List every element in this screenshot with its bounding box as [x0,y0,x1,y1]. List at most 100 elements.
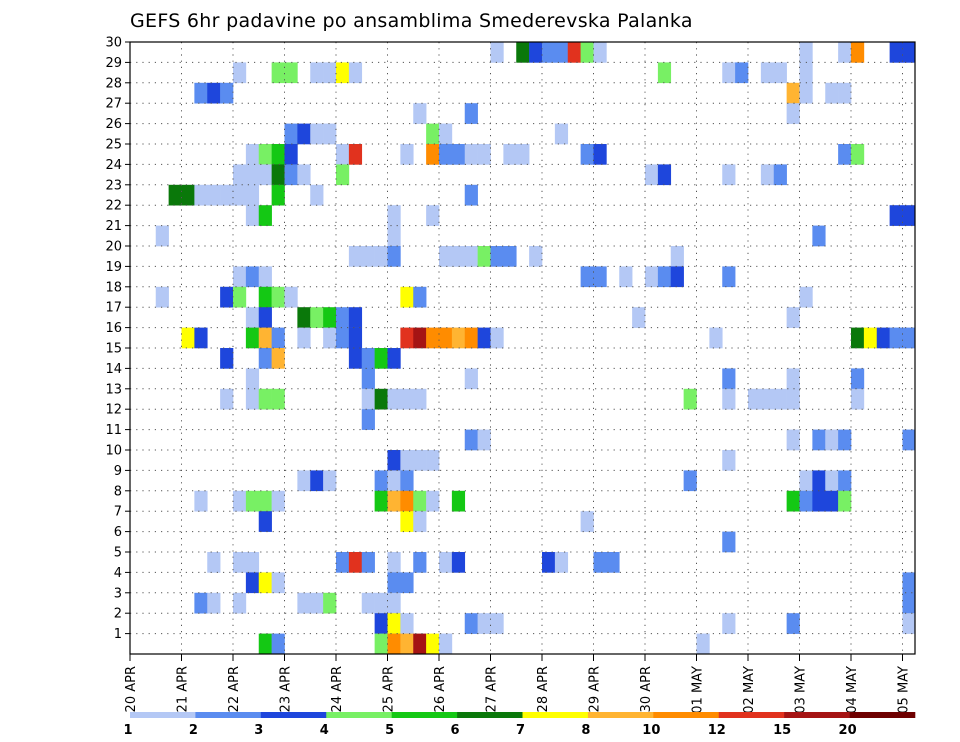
heatmap-cell [464,246,478,267]
heatmap-cell [451,552,466,573]
heatmap-cell [271,572,285,594]
heatmap-cell [271,144,285,165]
heatmap-cell [400,286,414,308]
heatmap-cell [426,144,440,165]
heatmap-cell [220,388,234,410]
y-tick-label: 28 [105,76,122,91]
heatmap-cell [220,286,234,308]
heatmap-cell [657,62,672,84]
heatmap-cell [233,592,247,614]
heatmap-cell [271,633,285,655]
colorbar-swatch [457,712,523,718]
heatmap-cell [336,164,350,186]
y-tick-label: 19 [105,260,122,275]
heatmap-cell [374,633,388,655]
heatmap-cell [245,144,260,165]
heatmap-cell [297,470,311,492]
heatmap-cell [477,246,491,267]
heatmap-cell [722,450,736,471]
heatmap-cell [348,307,363,328]
heatmap-cell [336,327,350,349]
heatmap-cell [477,327,491,349]
x-tick-label: 27 APR [485,666,500,712]
heatmap-cell [310,62,324,84]
heatmap-cell [490,246,504,267]
heatmap-cell [645,164,659,186]
y-tick-label: 26 [105,117,122,132]
x-tick-label: 20 APR [124,666,139,712]
heatmap-cell [387,592,401,614]
heatmap-cell [374,490,388,512]
heatmap-cell [181,184,195,206]
x-tick-label: 01 MAY [691,666,706,714]
y-tick-label: 25 [105,138,122,153]
heatmap-cell [799,82,813,104]
heatmap-cell [657,164,672,186]
x-tick-label: 21 APR [176,666,191,712]
heatmap-cell [773,164,787,186]
colorbar-swatch [718,712,785,718]
heatmap-cell [593,144,607,165]
y-tick-label: 17 [105,301,122,316]
colorbar-swatch [849,712,916,718]
y-tick-label: 14 [105,362,122,377]
heatmap-cell [245,552,260,573]
heatmap-cell [284,62,298,84]
heatmap-cell [374,348,388,369]
heatmap-cell [786,368,800,390]
heatmap-cell [825,490,839,512]
heatmap-cell [889,42,903,63]
heatmap-cell [799,470,813,492]
heatmap-cell [670,246,684,267]
heatmap-cell [374,246,388,267]
heatmap-cell [336,144,350,165]
heatmap-cell [387,572,401,594]
heatmap-cell [323,62,337,84]
heatmap-cell [542,42,556,63]
heatmap-cell [233,490,247,512]
heatmap-cell [245,164,260,186]
heatmap-cell [258,266,272,288]
y-tick-label: 16 [105,321,122,336]
heatmap-cell [207,82,221,104]
heatmap-cell [773,388,787,410]
heatmap-cell [245,307,260,328]
heatmap-cell [490,613,504,634]
colorbar-label: 3 [254,723,263,738]
heatmap-cell [902,42,916,63]
heatmap-cell [155,225,169,247]
heatmap-cell [310,307,324,328]
heatmap-cell [722,388,736,410]
x-tick-label: 28 APR [536,666,551,712]
heatmap-cell [851,144,865,165]
heatmap-cell [258,164,272,186]
heatmap-cell [851,388,865,410]
y-tick-label: 9 [114,464,122,479]
heatmap-cell [838,470,852,492]
heatmap-cell [387,225,401,247]
heatmap-cell [838,144,852,165]
heatmap-cell [851,42,865,63]
y-tick-label: 15 [105,342,122,357]
heatmap-cell [310,592,324,614]
y-tick-label: 11 [105,423,122,438]
heatmap-cell [284,164,298,186]
x-tick-label: 03 MAY [794,666,809,714]
heatmap-cell [271,327,285,349]
x-tick-label: 23 APR [279,666,294,712]
x-tick-label: 25 APR [382,666,397,712]
heatmap-cell [258,144,272,165]
heatmap-cell [451,144,466,165]
heatmap-cell [580,144,594,165]
heatmap-cell [207,552,221,573]
heatmap-cell [439,144,453,165]
heatmap-cell [194,592,208,614]
heatmap-cell [516,42,530,63]
y-tick-label: 7 [114,505,122,520]
heatmap-cell [838,429,852,451]
colorbar-label: 4 [320,723,329,738]
colorbar-label: 20 [839,723,857,738]
y-tick-label: 10 [105,444,122,459]
y-tick-label: 21 [105,219,122,234]
